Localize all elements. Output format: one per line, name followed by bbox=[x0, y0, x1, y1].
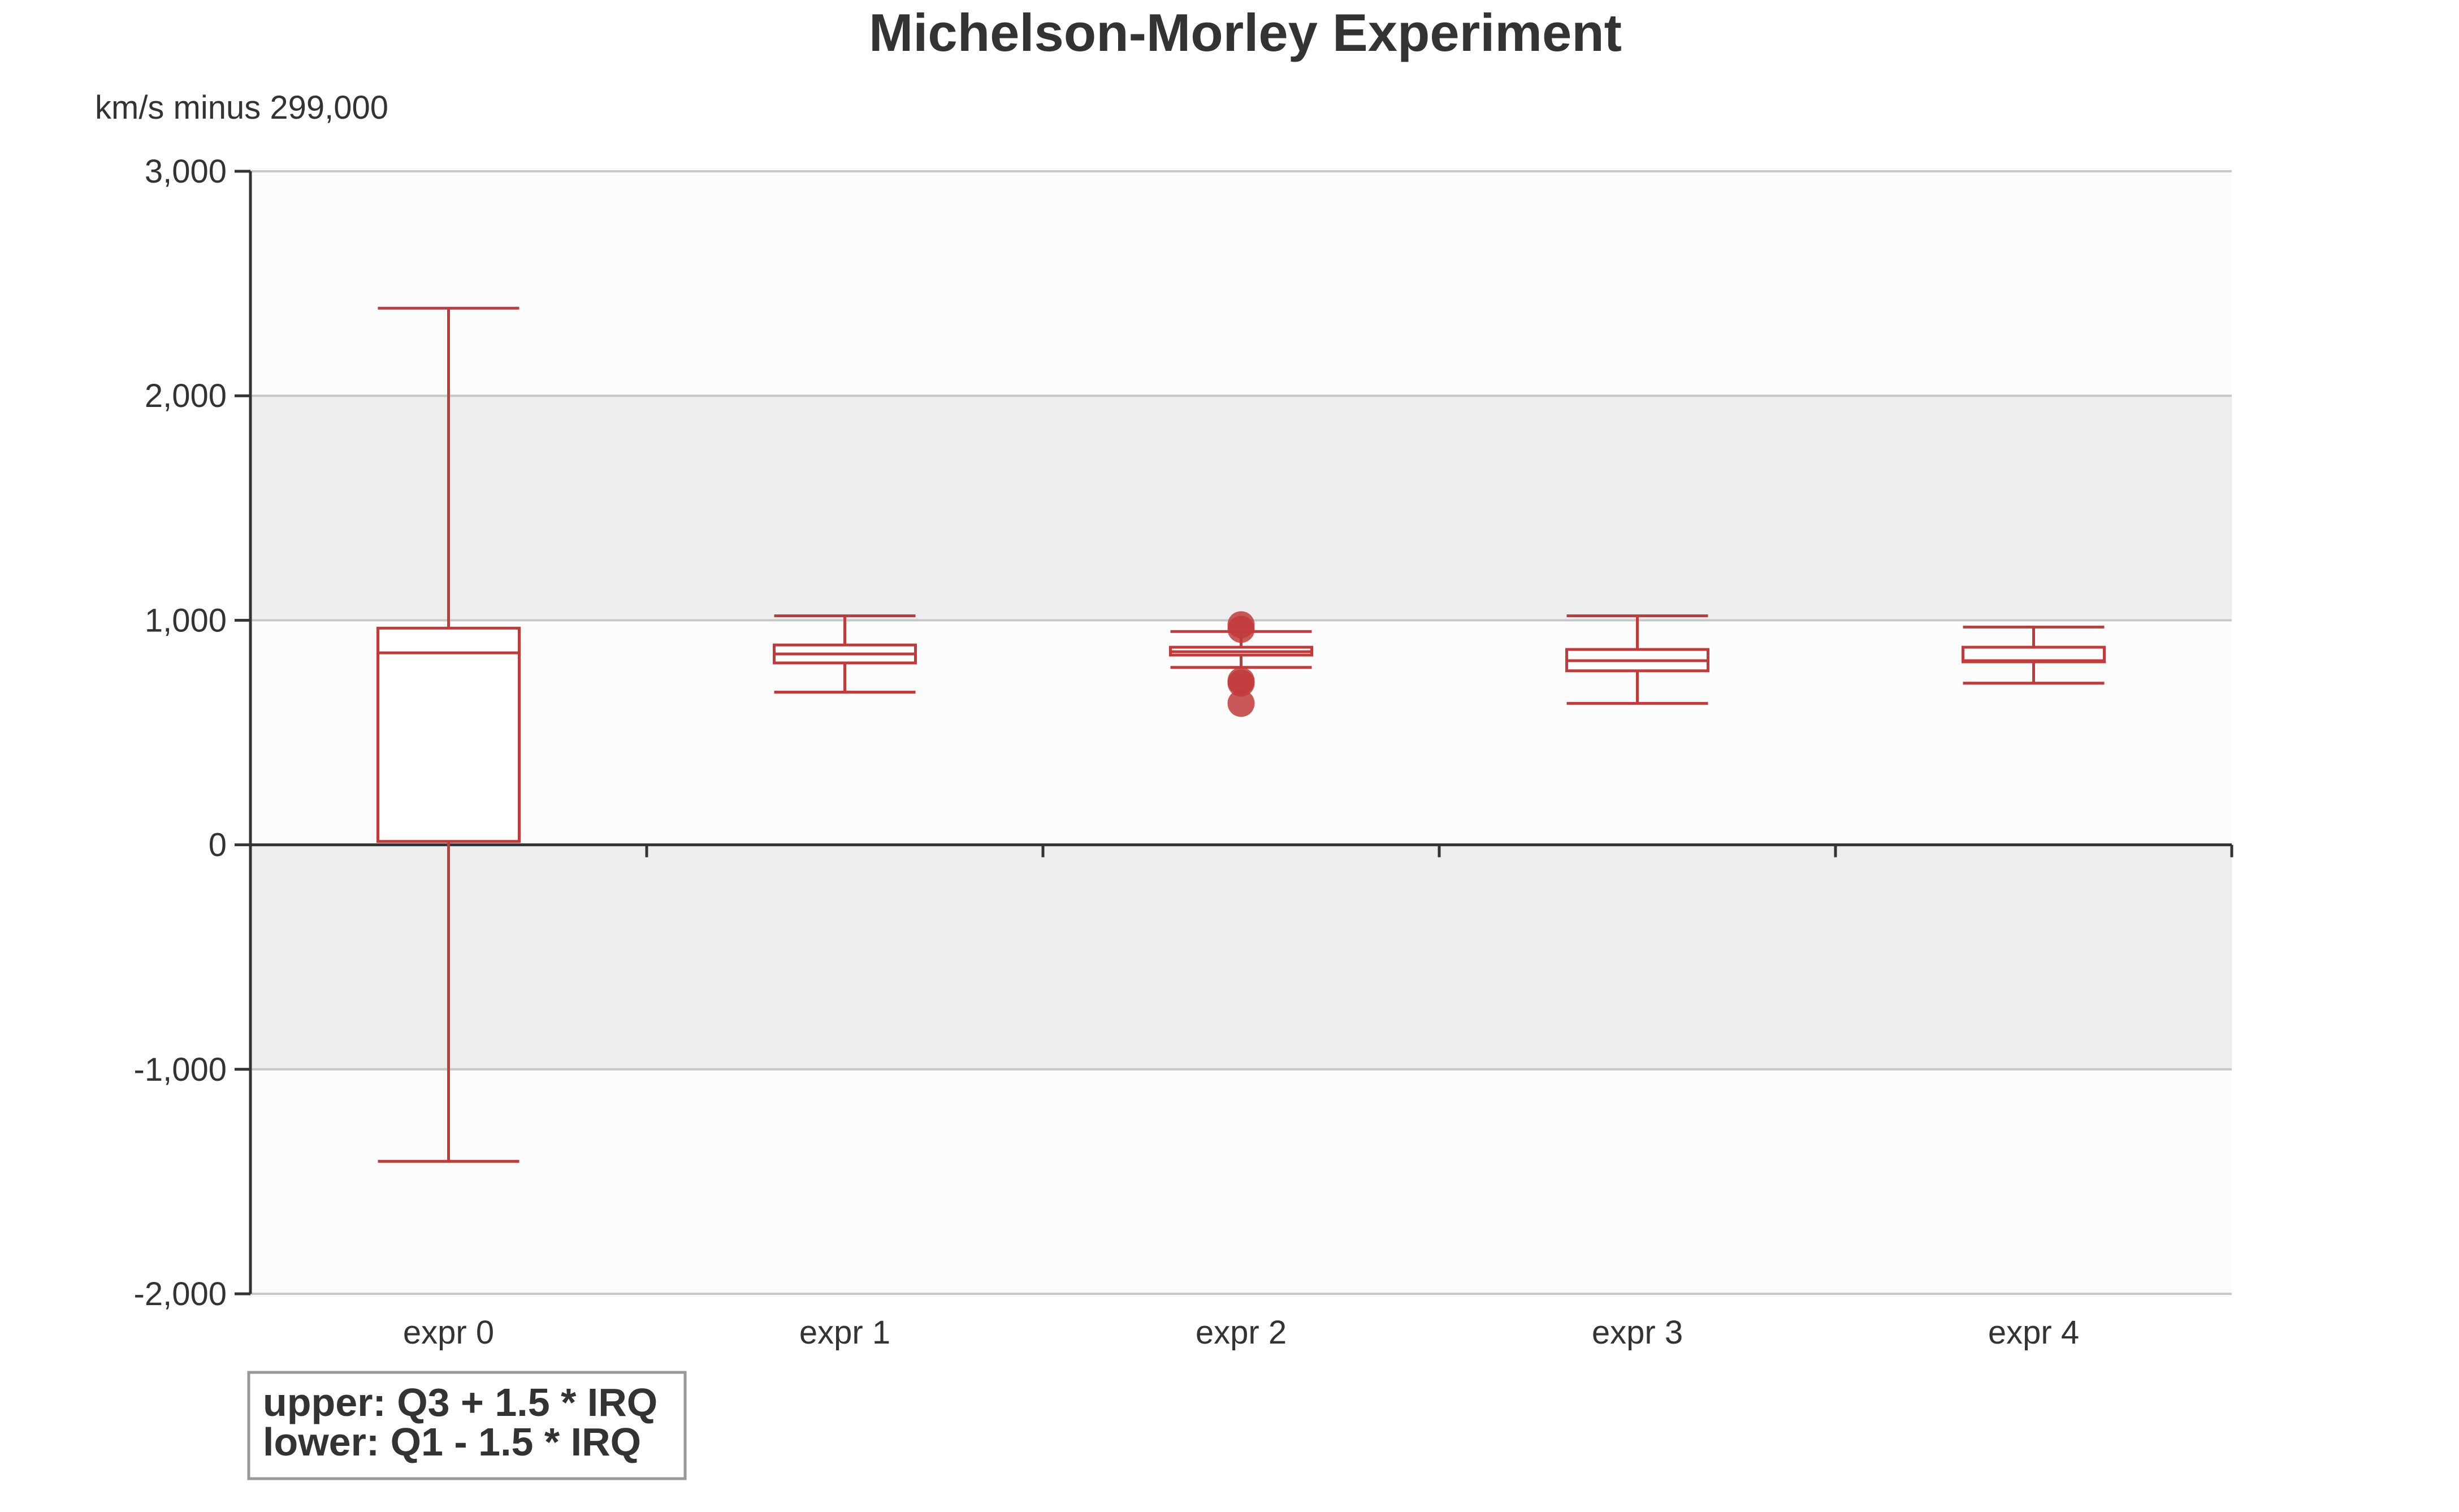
annotation-upper: upper: Q3 + 1.5 * IRQ bbox=[263, 1380, 657, 1424]
y-tick-label: 0 bbox=[209, 827, 227, 864]
axes bbox=[235, 170, 2233, 1296]
x-tick-label: expr 1 bbox=[799, 1314, 890, 1351]
iqr-annotation-box: upper: Q3 + 1.5 * IRQ lower: Q1 - 1.5 * … bbox=[247, 1371, 687, 1480]
x-tick-label: expr 4 bbox=[1988, 1314, 2079, 1351]
annotation-frame bbox=[247, 1371, 687, 1480]
y-tick-label: 2,000 bbox=[145, 378, 227, 414]
outlier-point bbox=[1227, 616, 1255, 643]
box-expr-0 bbox=[376, 306, 521, 1163]
box-expr-2 bbox=[1169, 611, 1313, 717]
box-expr-4 bbox=[1962, 625, 2106, 685]
x-tick-label: expr 3 bbox=[1592, 1314, 1683, 1351]
labels: Michelson-Morley Experiment km/s minus 2… bbox=[95, 3, 2079, 1351]
background-band bbox=[250, 396, 2232, 621]
box-expr-3 bbox=[1565, 614, 1709, 705]
background-bands bbox=[250, 171, 2232, 1294]
box-expr-1 bbox=[773, 614, 917, 694]
chart-title: Michelson-Morley Experiment bbox=[869, 3, 1622, 62]
y-tick-label: 3,000 bbox=[145, 153, 227, 190]
y-tick-label: -1,000 bbox=[134, 1051, 227, 1088]
outlier-point bbox=[1227, 669, 1255, 697]
iqr-box bbox=[376, 626, 521, 843]
background-band bbox=[250, 1069, 2232, 1294]
background-band bbox=[250, 844, 2232, 1069]
annotation-lower: lower: Q1 - 1.5 * IRQ bbox=[263, 1420, 641, 1464]
y-tick-label: -2,000 bbox=[134, 1276, 227, 1312]
y-axis-unit-label: km/s minus 299,000 bbox=[95, 89, 388, 126]
y-tick-label: 1,000 bbox=[145, 602, 227, 639]
box-series bbox=[376, 306, 2106, 1163]
background-band bbox=[250, 171, 2232, 396]
x-tick-label: expr 0 bbox=[403, 1314, 494, 1351]
outlier-point bbox=[1227, 690, 1255, 717]
x-tick-label: expr 2 bbox=[1196, 1314, 1287, 1351]
